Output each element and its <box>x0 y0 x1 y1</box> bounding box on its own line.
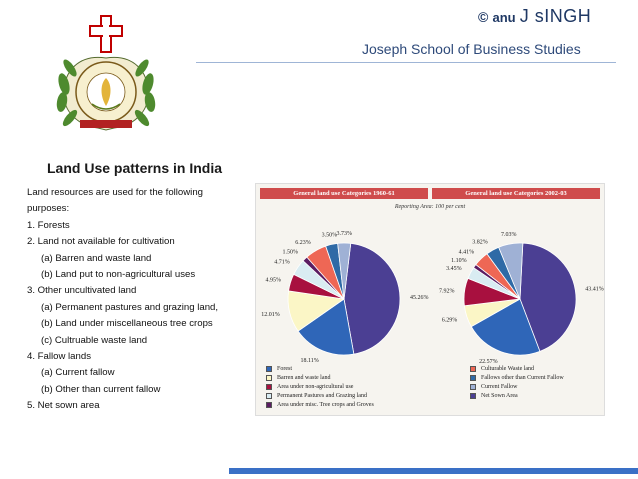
copyright-symbol: © <box>478 9 489 25</box>
legend-label: Culturable Waste land <box>481 365 535 372</box>
legend-item: Permanent Pastures and Grazing land <box>266 391 374 400</box>
institute-emblem-icon <box>56 15 156 131</box>
legend-right: Culturable Waste land Fallows other than … <box>470 364 564 400</box>
legend-swatch <box>266 374 272 381</box>
list-line: 4. Fallow lands <box>27 351 91 363</box>
pie-data-label: 3.50% <box>322 233 338 239</box>
legend-item: Net Sown Area <box>470 391 564 400</box>
chart-1-title: General land use Categories 1960-61 <box>260 188 428 199</box>
pie-data-label: 6.23% <box>295 240 311 246</box>
pie-slice-current_fallow <box>498 242 524 300</box>
slide-title: Land Use patterns in India <box>47 160 223 176</box>
list-line: 3. Other uncultivated land <box>27 285 137 297</box>
list-line: purposes: <box>27 203 70 215</box>
list-line: 5. Net sown area <box>27 400 100 412</box>
legend-item: Area under misc. Tree crops and Groves <box>266 400 374 409</box>
reporting-area-note: Reporting Area: 100 per cent <box>394 204 466 210</box>
legend-swatch <box>266 401 272 408</box>
legend-label: Permanent Pastures and Grazing land <box>277 392 367 399</box>
legend-item: Current Fallow <box>470 382 564 391</box>
legend-label: Area under non-agricultural use <box>277 383 354 390</box>
legend-label: Fallows other than Current Fallow <box>481 374 564 381</box>
legend-swatch <box>266 365 272 372</box>
pie-data-label: 12.01% <box>261 312 280 318</box>
pie-data-label: 6.29% <box>442 318 458 324</box>
chart-2-title: General land use Categories 2002-03 <box>432 188 600 199</box>
author-credit: © anu J sINGH <box>478 6 591 27</box>
pie-data-label: 7.92% <box>439 289 455 295</box>
pie-slice-net_sown <box>519 242 577 352</box>
pie-data-label: 3.73% <box>336 231 352 237</box>
list-line: (a) Barren and waste land <box>41 252 152 264</box>
list-line: (a) Current fallow <box>41 367 115 379</box>
list-line: (b) Land under miscellaneous tree crops <box>41 318 213 330</box>
legend-swatch <box>470 392 476 399</box>
list-line: (b) Land put to non-agricultural uses <box>41 269 196 281</box>
pie-data-label: 3.45% <box>446 266 462 272</box>
pie-slice-forest <box>297 298 355 356</box>
list-line: 1. Forests <box>27 219 70 231</box>
pie-data-label: 43.41% <box>585 287 604 293</box>
legend-swatch <box>470 383 476 390</box>
list-line: (c) Cultruable waste land <box>41 334 148 346</box>
pie-data-label: 45.26% <box>410 295 429 301</box>
legend-label: Barren and waste land <box>277 374 331 381</box>
legend-item: Barren and waste land <box>266 373 374 382</box>
legend-item: Forest <box>266 364 374 373</box>
pie-charts: 45.26% 18.11% 12.01% 4.95% 4.71% 1.50% 6.23% 3.… <box>261 231 604 365</box>
legend-swatch <box>470 365 476 372</box>
school-name: Joseph School of Business Studies <box>362 41 581 57</box>
pie-slice-current_fallow <box>337 242 352 300</box>
pie-data-label: 1.50% <box>283 250 299 256</box>
legend-item: Area under non-agricultural use <box>266 382 374 391</box>
list-line: (a) Permanent pastures and grazing land, <box>41 301 219 313</box>
pie-slice-forest <box>470 298 541 356</box>
pie-data-label: 3.82% <box>472 239 488 245</box>
legend-label: Forest <box>277 365 292 372</box>
author-last-name: J sINGH <box>519 6 592 26</box>
land-use-list: Land resources are used for the followin… <box>27 185 218 415</box>
pie-data-label: 4.41% <box>459 250 475 256</box>
legend-label: Net Sown Area <box>481 392 518 399</box>
pie-slice-net_sown <box>343 242 401 355</box>
legend-label: Area under misc. Tree crops and Groves <box>277 401 374 408</box>
pie-data-label: 4.71% <box>274 260 290 266</box>
pie-data-label: 7.03% <box>501 232 517 238</box>
pie-data-label: 1.10% <box>451 258 467 264</box>
legend-swatch <box>266 392 272 399</box>
legend-label: Current Fallow <box>481 383 518 390</box>
legend-swatch <box>470 374 476 381</box>
header-divider <box>196 62 616 63</box>
pie-data-label: 18.11% <box>301 358 319 364</box>
legend-item: Fallows other than Current Fallow <box>470 373 564 382</box>
author-first-name: anu <box>492 10 516 25</box>
list-line: (b) Other than current fallow <box>41 383 161 395</box>
list-line: 2. Land not available for cultivation <box>27 236 175 248</box>
pie-data-label: 22.57% <box>479 359 498 365</box>
land-use-chart-figure: General land use Categories 1960-61 Gene… <box>255 183 605 416</box>
legend-swatch <box>266 383 272 390</box>
pie-data-label: 4.95% <box>266 278 282 284</box>
legend-left: Forest Barren and waste land Area under no… <box>266 364 374 409</box>
footer-bar <box>229 468 638 474</box>
list-line: Land resources are used for the followin… <box>27 187 203 198</box>
legend-item: Culturable Waste land <box>470 364 564 373</box>
